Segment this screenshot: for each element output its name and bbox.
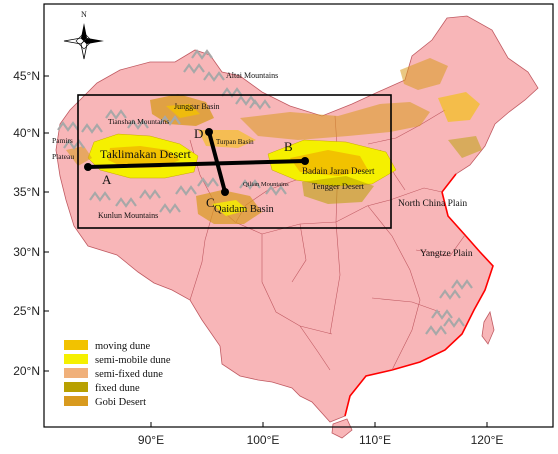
province-borders <box>189 109 466 371</box>
legend-label: fixed dune <box>95 383 140 394</box>
y-tick-45n: 45°N <box>13 69 40 83</box>
label-qaidam-basin: Qaidam Basin <box>214 204 275 215</box>
y-tick-35n: 35°N <box>13 185 40 199</box>
label-yangtze-plain: Yangtze Plain <box>420 249 473 259</box>
point-b-label: B <box>284 139 293 154</box>
y-tick-20n: 20°N <box>13 364 40 378</box>
point-a <box>84 163 92 171</box>
point-d <box>205 128 213 136</box>
point-b <box>301 157 309 165</box>
compass-rose-icon <box>63 23 104 60</box>
point-c <box>221 188 229 196</box>
tengger-dunes <box>302 176 374 204</box>
label-plateau: Plateau <box>52 152 74 161</box>
coastline <box>344 173 494 417</box>
label-turpan-basin: Turpan Basin <box>216 138 254 146</box>
study-region-frame <box>77 94 392 229</box>
legend-swatch <box>64 382 88 392</box>
gobi-north <box>240 102 430 140</box>
transect-a-b <box>86 159 307 169</box>
legend-swatch <box>64 368 88 378</box>
transect-endpoints <box>84 128 309 196</box>
taiwan-island <box>481 310 495 345</box>
label-badain-jaran-desert: Badain Jaran Desert <box>302 166 375 176</box>
legend: moving dune semi-mobile dune semi-fixed du… <box>64 340 171 408</box>
legend-swatch <box>64 354 88 364</box>
axis-ticks <box>44 75 488 427</box>
label-north-china-plain: North China Plain <box>398 199 467 209</box>
label-qilian-mountains: Qilian Mountains <box>243 181 289 188</box>
legend-label: semi-fixed dune <box>95 369 163 380</box>
mountain-symbols <box>57 49 473 336</box>
label-taklimakan-desert: Taklimakan Desert <box>100 147 191 161</box>
legend-swatch <box>64 340 88 350</box>
x-tick-120e: 120°E <box>471 433 504 447</box>
northeast-sands <box>400 58 448 90</box>
hainan-island <box>331 418 353 439</box>
legend-label: moving dune <box>95 341 150 352</box>
point-d-label: D <box>194 126 203 141</box>
legend-label: semi-mobile dune <box>95 355 171 366</box>
transect-d-c <box>207 130 227 194</box>
x-tick-90e: 90°E <box>138 433 164 447</box>
label-kunlun-mountains: Kunlun Mountains <box>98 211 158 220</box>
x-tick-100e: 100°E <box>247 433 280 447</box>
label-tengger-desert: Tengger Desert <box>312 181 365 191</box>
y-tick-30n: 30°N <box>13 245 40 259</box>
x-tick-110e: 110°E <box>359 433 391 447</box>
y-tick-25n: 25°N <box>13 304 40 318</box>
point-c-label: C <box>206 195 215 210</box>
label-pamirs: Pamirs <box>52 136 73 145</box>
legend-swatch <box>64 396 88 406</box>
label-tianshan-mountains: Tianshan Mountains <box>108 117 169 126</box>
map-frame <box>43 3 554 428</box>
compass-north-label: N <box>81 10 87 19</box>
label-altai-mountains: Altai Mountains <box>226 71 278 80</box>
legend-label: Gobi Desert <box>95 397 146 408</box>
label-junggar-basin: Junggar Basin <box>174 102 220 111</box>
point-a-label: A <box>102 172 112 187</box>
y-tick-40n: 40°N <box>13 126 40 140</box>
transects <box>86 130 307 194</box>
